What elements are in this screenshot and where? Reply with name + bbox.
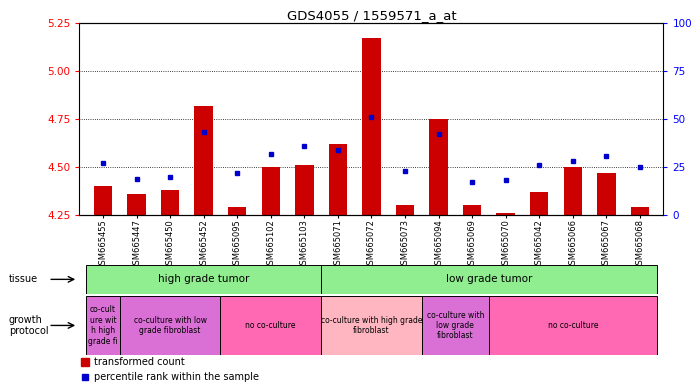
Text: transformed count: transformed count [94,357,184,367]
Text: tissue: tissue [9,274,38,285]
Bar [161,190,179,215]
Bar [396,205,414,215]
Text: no co-culture: no co-culture [245,321,296,330]
Bar [261,167,280,215]
Text: no co-culture: no co-culture [547,321,598,330]
Bar [194,106,213,215]
Bar [422,296,489,355]
Text: co-culture with
low grade
fibroblast: co-culture with low grade fibroblast [426,311,484,340]
Bar [321,296,422,355]
Bar [86,265,321,294]
Text: percentile rank within the sample: percentile rank within the sample [94,372,259,382]
Bar [120,296,220,355]
Bar [94,186,112,215]
Title: GDS4055 / 1559571_a_at: GDS4055 / 1559571_a_at [287,9,456,22]
Text: growth
protocol: growth protocol [9,314,48,336]
Bar [86,296,120,355]
Bar [228,207,247,215]
Bar [220,296,321,355]
Bar [362,38,381,215]
Bar [429,119,448,215]
Bar [127,194,146,215]
Text: co-cult
ure wit
h high
grade fi: co-cult ure wit h high grade fi [88,305,118,346]
Bar [564,167,582,215]
Bar [295,165,314,215]
Bar [496,213,515,215]
Text: high grade tumor: high grade tumor [158,274,249,285]
Bar [329,144,347,215]
Text: co-culture with low
grade fibroblast: co-culture with low grade fibroblast [133,316,207,335]
Text: low grade tumor: low grade tumor [446,274,532,285]
Bar [631,207,649,215]
Bar [489,296,656,355]
Bar [321,265,656,294]
Bar [530,192,549,215]
Text: co-culture with high grade
fibroblast: co-culture with high grade fibroblast [321,316,422,335]
Bar [463,205,482,215]
Bar [597,173,616,215]
